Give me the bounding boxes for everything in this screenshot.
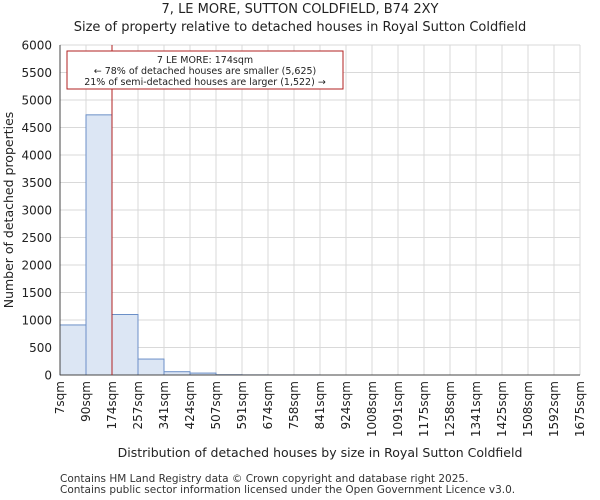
axes (59, 45, 580, 376)
x-axis-label: Distribution of detached houses by size … (118, 445, 523, 460)
bars (59, 114, 321, 376)
annotation-rect (66, 50, 344, 90)
chart-title: 7, LE MORE, SUTTON COLDFIELD, B74 2XY (161, 2, 439, 17)
y-tick-label: 4500 (21, 121, 52, 135)
x-tick-label: 1091sqm (391, 381, 405, 437)
x-tick-label: 758sqm (287, 381, 301, 429)
x-tick-label: 1675sqm (573, 381, 587, 437)
histogram-bar (137, 358, 165, 376)
y-tick-label: 5000 (21, 94, 52, 108)
footer-copyright: Contains HM Land Registry data © Crown c… (60, 473, 469, 485)
x-tick-label: 1175sqm (417, 381, 431, 437)
x-tick-label: 1425sqm (495, 381, 509, 437)
y-tick-label: 0 (44, 369, 52, 383)
x-tick-label: 1592sqm (547, 381, 561, 437)
y-tick-label: 5500 (21, 66, 52, 80)
x-tick-label: 1008sqm (365, 381, 379, 437)
x-tick-label: 1341sqm (469, 381, 483, 437)
x-tick-label: 90sqm (79, 381, 93, 422)
chart-subtitle: Size of property relative to detached ho… (73, 20, 527, 35)
x-tick-label: 591sqm (235, 381, 249, 429)
x-tick-label: 341sqm (157, 381, 171, 429)
x-tick-label: 7sqm (53, 381, 67, 414)
y-tick-label: 2500 (21, 231, 52, 245)
annotation-line-2: ← 78% of detached houses are smaller (5,… (94, 66, 317, 77)
histogram-bar (111, 314, 139, 376)
annotation-line-3: 21% of semi-detached houses are larger (… (84, 77, 326, 88)
y-tick-label: 1500 (21, 286, 52, 300)
annotation-box: 7 LE MORE: 174sqm ← 78% of detached hous… (66, 50, 344, 90)
x-tick-label: 507sqm (209, 381, 223, 429)
x-tick-label: 841sqm (313, 381, 327, 429)
x-tick-label: 1508sqm (521, 381, 535, 437)
y-tick-label: 500 (29, 341, 52, 355)
x-tick-label: 1258sqm (443, 381, 457, 437)
x-tick-label: 924sqm (339, 381, 353, 429)
y-tick-label: 6000 (21, 39, 52, 53)
y-tick-label: 3500 (21, 176, 52, 190)
y-axis-label: Number of detached properties (1, 112, 16, 309)
y-tick-label: 2000 (21, 259, 52, 273)
y-tick-label: 4000 (21, 149, 52, 163)
x-tick-label: 674sqm (261, 381, 275, 429)
footer-licence: Contains public sector information licen… (60, 484, 516, 496)
x-tick-labels: 7sqm 90sqm 174sqm 257sqm 341sqm 424sqm 507sqm 5… (53, 381, 587, 437)
grid-lines (59, 44, 581, 376)
x-tick-label: 174sqm (105, 381, 119, 429)
y-tick-label: 3000 (21, 204, 52, 218)
y-tick-label: 1000 (21, 314, 52, 328)
y-tick-labels: 0 500 1000 1500 2000 2500 3000 3500 4000 4500 5000… (21, 39, 52, 383)
histogram-bar (59, 324, 87, 376)
x-tick-label: 257sqm (131, 381, 145, 429)
annotation-line-1: 7 LE MORE: 174sqm (157, 55, 253, 66)
x-tick-label: 424sqm (183, 381, 197, 429)
histogram-bar (85, 114, 113, 376)
